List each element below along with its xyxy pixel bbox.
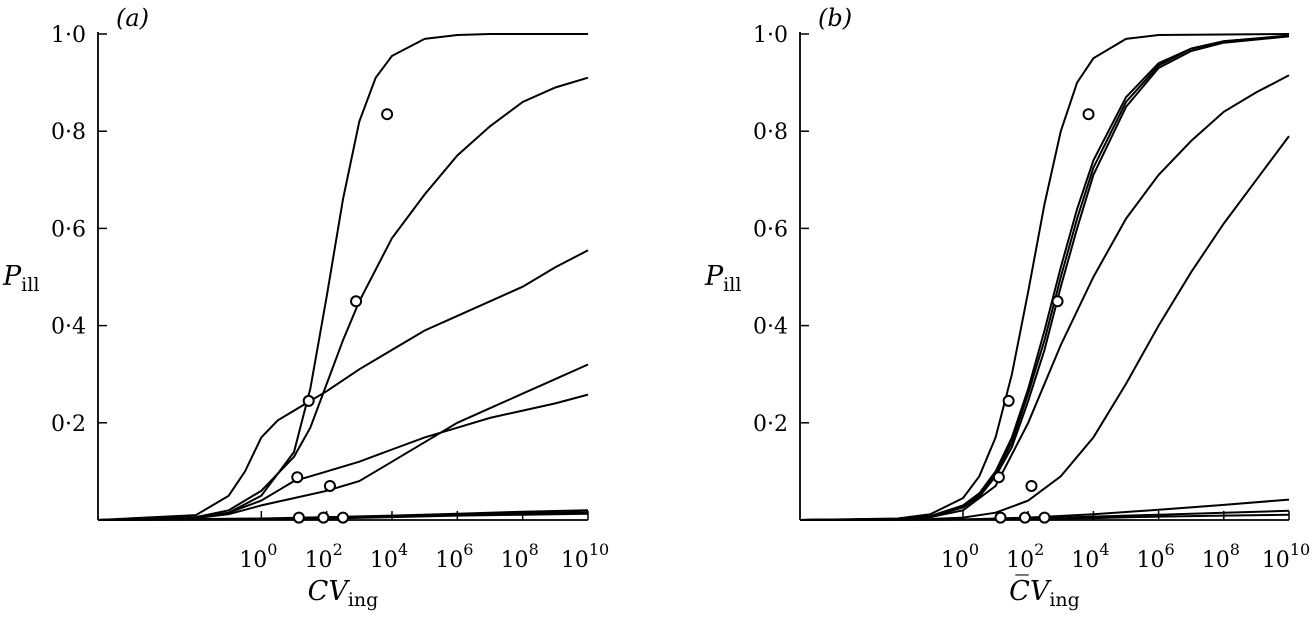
chart-panel-b: 0·2 0·4 0·6 0·8 1·0 100 102 104 106 108 1010 (b) Pil… bbox=[704, 4, 1310, 611]
x-tick-label: 104 bbox=[1071, 540, 1109, 573]
y-axis-label: Pill bbox=[704, 261, 741, 296]
x-tick-label: 102 bbox=[305, 540, 343, 573]
data-point bbox=[317, 511, 330, 524]
x-tick-label: 100 bbox=[941, 540, 979, 573]
data-point bbox=[337, 511, 349, 524]
series-line bbox=[97, 33, 588, 521]
y-tick-label: 0·8 bbox=[753, 120, 788, 145]
data-point bbox=[1051, 295, 1064, 308]
y-tick-label: 0·2 bbox=[753, 412, 788, 437]
data-point bbox=[381, 108, 394, 121]
data-point bbox=[292, 511, 305, 524]
data-point bbox=[1018, 511, 1031, 524]
x-tick-label: 108 bbox=[1202, 540, 1240, 573]
data-point bbox=[992, 471, 1005, 484]
series-line bbox=[799, 34, 1290, 521]
series-line bbox=[799, 34, 1290, 521]
x-axis-label: C̅Ving bbox=[1009, 574, 1080, 611]
x-tick-label: 102 bbox=[1006, 540, 1044, 573]
series-line bbox=[97, 249, 589, 521]
x-axis-label: CVing bbox=[308, 576, 379, 611]
x-tick-label: 106 bbox=[1137, 540, 1175, 573]
series-line bbox=[97, 509, 589, 521]
y-tick-label: 0·6 bbox=[753, 217, 788, 242]
y-tick-label: 1·0 bbox=[51, 23, 86, 48]
x-tick-label: 1010 bbox=[1262, 540, 1310, 573]
y-tick-label: 1·0 bbox=[753, 23, 788, 48]
panel-label: (b) bbox=[818, 4, 852, 32]
x-tick-label: 108 bbox=[501, 540, 539, 573]
data-point bbox=[1038, 511, 1051, 524]
series-line bbox=[799, 513, 1290, 521]
panel-label: (a) bbox=[116, 4, 149, 32]
x-tick-label: 104 bbox=[370, 540, 408, 573]
x-tick-label: 1010 bbox=[561, 540, 609, 573]
y-tick-label: 0·6 bbox=[51, 217, 86, 242]
data-point bbox=[1025, 479, 1038, 492]
x-tick-label: 106 bbox=[435, 540, 473, 573]
y-axis-label: Pill bbox=[2, 261, 39, 296]
series-line bbox=[97, 76, 589, 521]
y-tick-label: 0·4 bbox=[753, 315, 788, 340]
series-line bbox=[97, 393, 589, 521]
data-point bbox=[323, 479, 336, 492]
series-line bbox=[799, 33, 1290, 521]
data-point bbox=[291, 471, 304, 484]
data-point bbox=[302, 394, 315, 407]
series-line bbox=[97, 363, 589, 521]
series-line bbox=[799, 35, 1290, 521]
data-point bbox=[350, 295, 363, 308]
data-point bbox=[1082, 108, 1095, 121]
data-point bbox=[994, 511, 1007, 524]
data-point bbox=[1002, 394, 1015, 407]
series-line bbox=[799, 74, 1290, 521]
y-tick-label: 0·2 bbox=[51, 412, 86, 437]
y-tick-label: 0·4 bbox=[51, 315, 86, 340]
x-tick-label: 100 bbox=[239, 540, 277, 573]
chart-panel-a: 0·2 0·4 0·6 0·8 1·0 100 102 104 106 108 1010 (a) Pil… bbox=[2, 4, 609, 611]
y-tick-label: 0·8 bbox=[51, 120, 86, 145]
